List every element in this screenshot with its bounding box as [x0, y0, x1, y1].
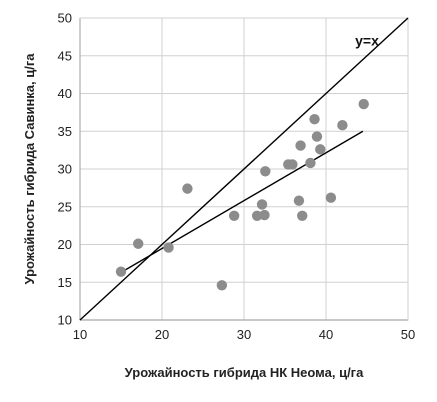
y-tick-label-30: 30 — [58, 162, 72, 177]
y-tick-label-35: 35 — [58, 124, 72, 139]
x-tick-label-20: 20 — [155, 327, 169, 342]
y-tick-label-15: 15 — [58, 275, 72, 290]
identity-line — [79, 17, 409, 321]
y-tick-label-20: 20 — [58, 237, 72, 252]
y-tick-label-45: 45 — [58, 48, 72, 63]
x-tick-label-50: 50 — [401, 327, 415, 342]
identity-line-annotation: y=x — [355, 33, 379, 49]
data-point-19 — [325, 192, 337, 203]
data-points — [115, 98, 369, 291]
data-point-3 — [182, 183, 193, 194]
data-point-11 — [287, 159, 298, 170]
x-tick-label-40: 40 — [319, 327, 333, 342]
data-point-21 — [358, 98, 369, 110]
plot-area-frame — [79, 17, 409, 321]
reference-lines — [79, 17, 409, 321]
data-point-8 — [259, 209, 270, 221]
data-point-7 — [256, 199, 268, 210]
trend-line — [120, 130, 364, 274]
data-point-13 — [295, 140, 306, 151]
data-point-9 — [260, 166, 271, 177]
y-tick-label-50: 50 — [58, 11, 72, 26]
data-point-12 — [293, 195, 305, 206]
x-tick-labels: 10 20 30 40 50 — [73, 327, 415, 342]
data-point-15 — [305, 157, 316, 169]
x-tick-label-30: 30 — [237, 327, 251, 342]
data-point-17 — [311, 131, 323, 142]
data-point-5 — [228, 210, 240, 222]
data-point-14 — [297, 210, 308, 222]
y-tick-label-40: 40 — [58, 86, 72, 101]
y-tick-label-25: 25 — [58, 199, 72, 214]
data-point-18 — [315, 144, 326, 155]
data-point-1 — [133, 238, 144, 249]
y-tick-labels: 10 15 20 25 30 35 40 45 50 — [58, 11, 72, 328]
data-point-0 — [115, 266, 127, 277]
y-axis-title: Урожайность гибрида Савинка, ц/га — [22, 53, 37, 285]
data-point-20 — [337, 120, 348, 131]
x-tick-label-10: 10 — [73, 327, 87, 342]
x-axis-title: Урожайность гибрида НК Неома, ц/га — [125, 365, 364, 380]
data-point-2 — [163, 242, 174, 253]
data-point-4 — [216, 280, 228, 291]
y-tick-label-10: 10 — [58, 313, 72, 328]
data-point-16 — [309, 113, 320, 125]
